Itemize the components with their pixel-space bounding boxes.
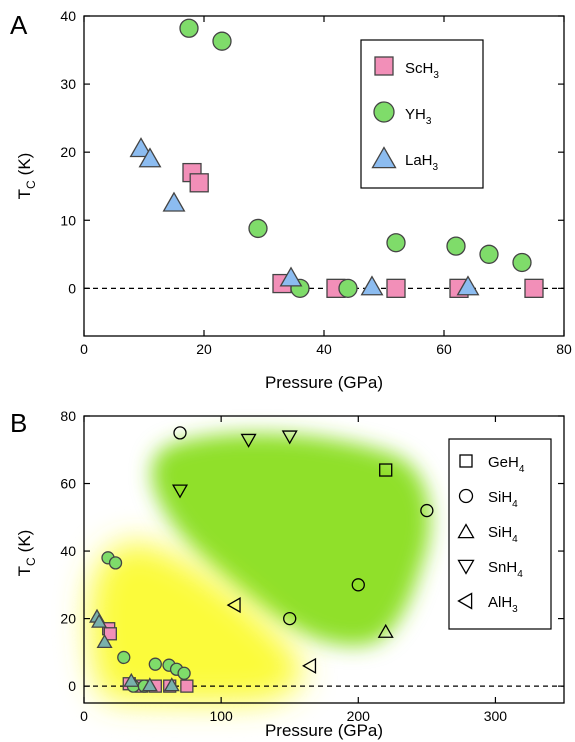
plot-area-b: [83, 415, 565, 704]
data-point-y_b: [177, 666, 191, 680]
highlight-regions: [89, 433, 431, 703]
x-axis-title-a: Pressure (GPa): [265, 373, 383, 392]
data-point-la: [360, 275, 384, 296]
y-tick-label: 60: [60, 476, 76, 492]
x-tick-label: 0: [80, 341, 88, 357]
data-point-la_b: [96, 634, 113, 649]
legend-a: ScH3 YH3 LaH3: [360, 39, 484, 189]
data-point-la_b: [163, 677, 180, 692]
data-point-si_c: [351, 578, 365, 592]
data-point-ge: [379, 463, 393, 477]
data-point-sc: [524, 278, 544, 298]
data-point-sn: [171, 484, 189, 499]
legend-label-sih4-triangle: SiH4: [488, 524, 518, 545]
y-axis-unit-a: (K): [15, 153, 34, 176]
data-point-al: [226, 597, 241, 614]
data-point-la_b: [123, 672, 140, 687]
data-point-si_t: [377, 623, 394, 638]
y-axis-unit-b: (K): [15, 530, 34, 553]
data-point-sc: [386, 278, 406, 298]
legend-label-geh4: GeH4: [488, 454, 525, 475]
y-tick-label: 30: [60, 76, 76, 92]
y-axis-title-a: TC (K): [15, 153, 38, 200]
legend-marker-lah3: [371, 146, 397, 169]
data-point-sn: [281, 430, 298, 445]
data-point-la: [279, 266, 303, 287]
y-tick-label: 40: [60, 8, 76, 24]
legend-label-sih4-circle: SiH4: [488, 489, 518, 510]
panel-label-a: A: [10, 10, 28, 40]
legend-marker-sih4-triangle: [457, 523, 475, 539]
data-point-si_c: [283, 611, 297, 626]
panel-label-b: B: [10, 408, 27, 438]
legend-marker-sih4-circle: [458, 488, 474, 504]
data-point-sc_b: [180, 679, 194, 693]
legend-marker-alh3: [457, 592, 473, 610]
x-tick-label: 80: [556, 341, 572, 357]
data-point-y: [386, 233, 406, 253]
data-point-y: [512, 252, 532, 273]
data-point-si_c: [420, 503, 434, 518]
y-tick-label: 20: [60, 611, 76, 627]
panel-b: 0 100 200 300 0 20 40 60 80 TC (K) Pressure (GPa)…: [15, 408, 565, 740]
y-tick-label: 10: [60, 212, 76, 228]
legend-label-snh4: SnH4: [488, 559, 523, 580]
y-tick-label: 0: [68, 280, 76, 296]
data-point-y_b: [148, 657, 162, 671]
y-axis-main-a: T: [15, 189, 34, 199]
y-tick-label: 40: [60, 543, 76, 559]
x-tick-label: 0: [80, 708, 88, 724]
data-point-y: [338, 278, 358, 298]
x-axis-title-b: Pressure (GPa): [265, 721, 383, 740]
x-tick-label: 20: [196, 341, 212, 357]
data-point-la: [138, 147, 162, 168]
x-tick-label: 200: [347, 708, 371, 724]
legend-label-sch3: ScH3: [405, 60, 439, 81]
y-axis-main-b: T: [15, 566, 34, 576]
data-point-la: [162, 191, 186, 212]
data-point-sc_b: [103, 627, 117, 641]
legend-label-yh3: YH3: [405, 106, 432, 127]
highlight-region-yellow: [89, 542, 303, 703]
data-point-sc: [189, 173, 209, 193]
x-tick-label: 60: [436, 341, 452, 357]
y-tick-label: 80: [60, 408, 76, 424]
data-point-la: [129, 137, 153, 158]
data-point-sn: [240, 433, 257, 448]
data-point-al: [302, 657, 317, 674]
data-point-si_c: [173, 426, 187, 440]
data-point-y: [446, 236, 466, 256]
data-point-y: [479, 244, 499, 264]
legend-marker-snh4: [457, 559, 475, 575]
legend-marker-yh3: [373, 101, 395, 123]
legend-marker-geh4: [459, 454, 473, 468]
data-point-y: [248, 218, 268, 239]
y-axis-title-b: TC (K): [15, 530, 38, 577]
data-point-la_b: [91, 613, 108, 628]
legend-b: GeH4 SiH4 SiH4 SnH4 AlH3: [448, 438, 552, 630]
data-point-y_b: [108, 556, 123, 570]
data-point-la_b: [141, 677, 158, 692]
y-axis-sub-a: C: [24, 180, 38, 189]
y-tick-label: 20: [60, 144, 76, 160]
y-tick-label: 0: [68, 678, 76, 694]
data-point-y_b: [117, 650, 131, 665]
data-point-y: [212, 31, 232, 51]
legend-label-lah3: LaH3: [405, 152, 439, 173]
x-tick-label: 40: [316, 341, 332, 357]
y-axis-sub-b: C: [24, 557, 38, 566]
highlight-region-green: [151, 433, 431, 646]
legend-marker-sch3: [374, 56, 394, 76]
data-point-y: [179, 18, 199, 38]
data-point-la: [456, 275, 480, 296]
x-tick-label: 300: [484, 708, 508, 724]
legend-label-alh3: AlH3: [488, 594, 518, 615]
x-tick-label: 100: [209, 708, 233, 724]
